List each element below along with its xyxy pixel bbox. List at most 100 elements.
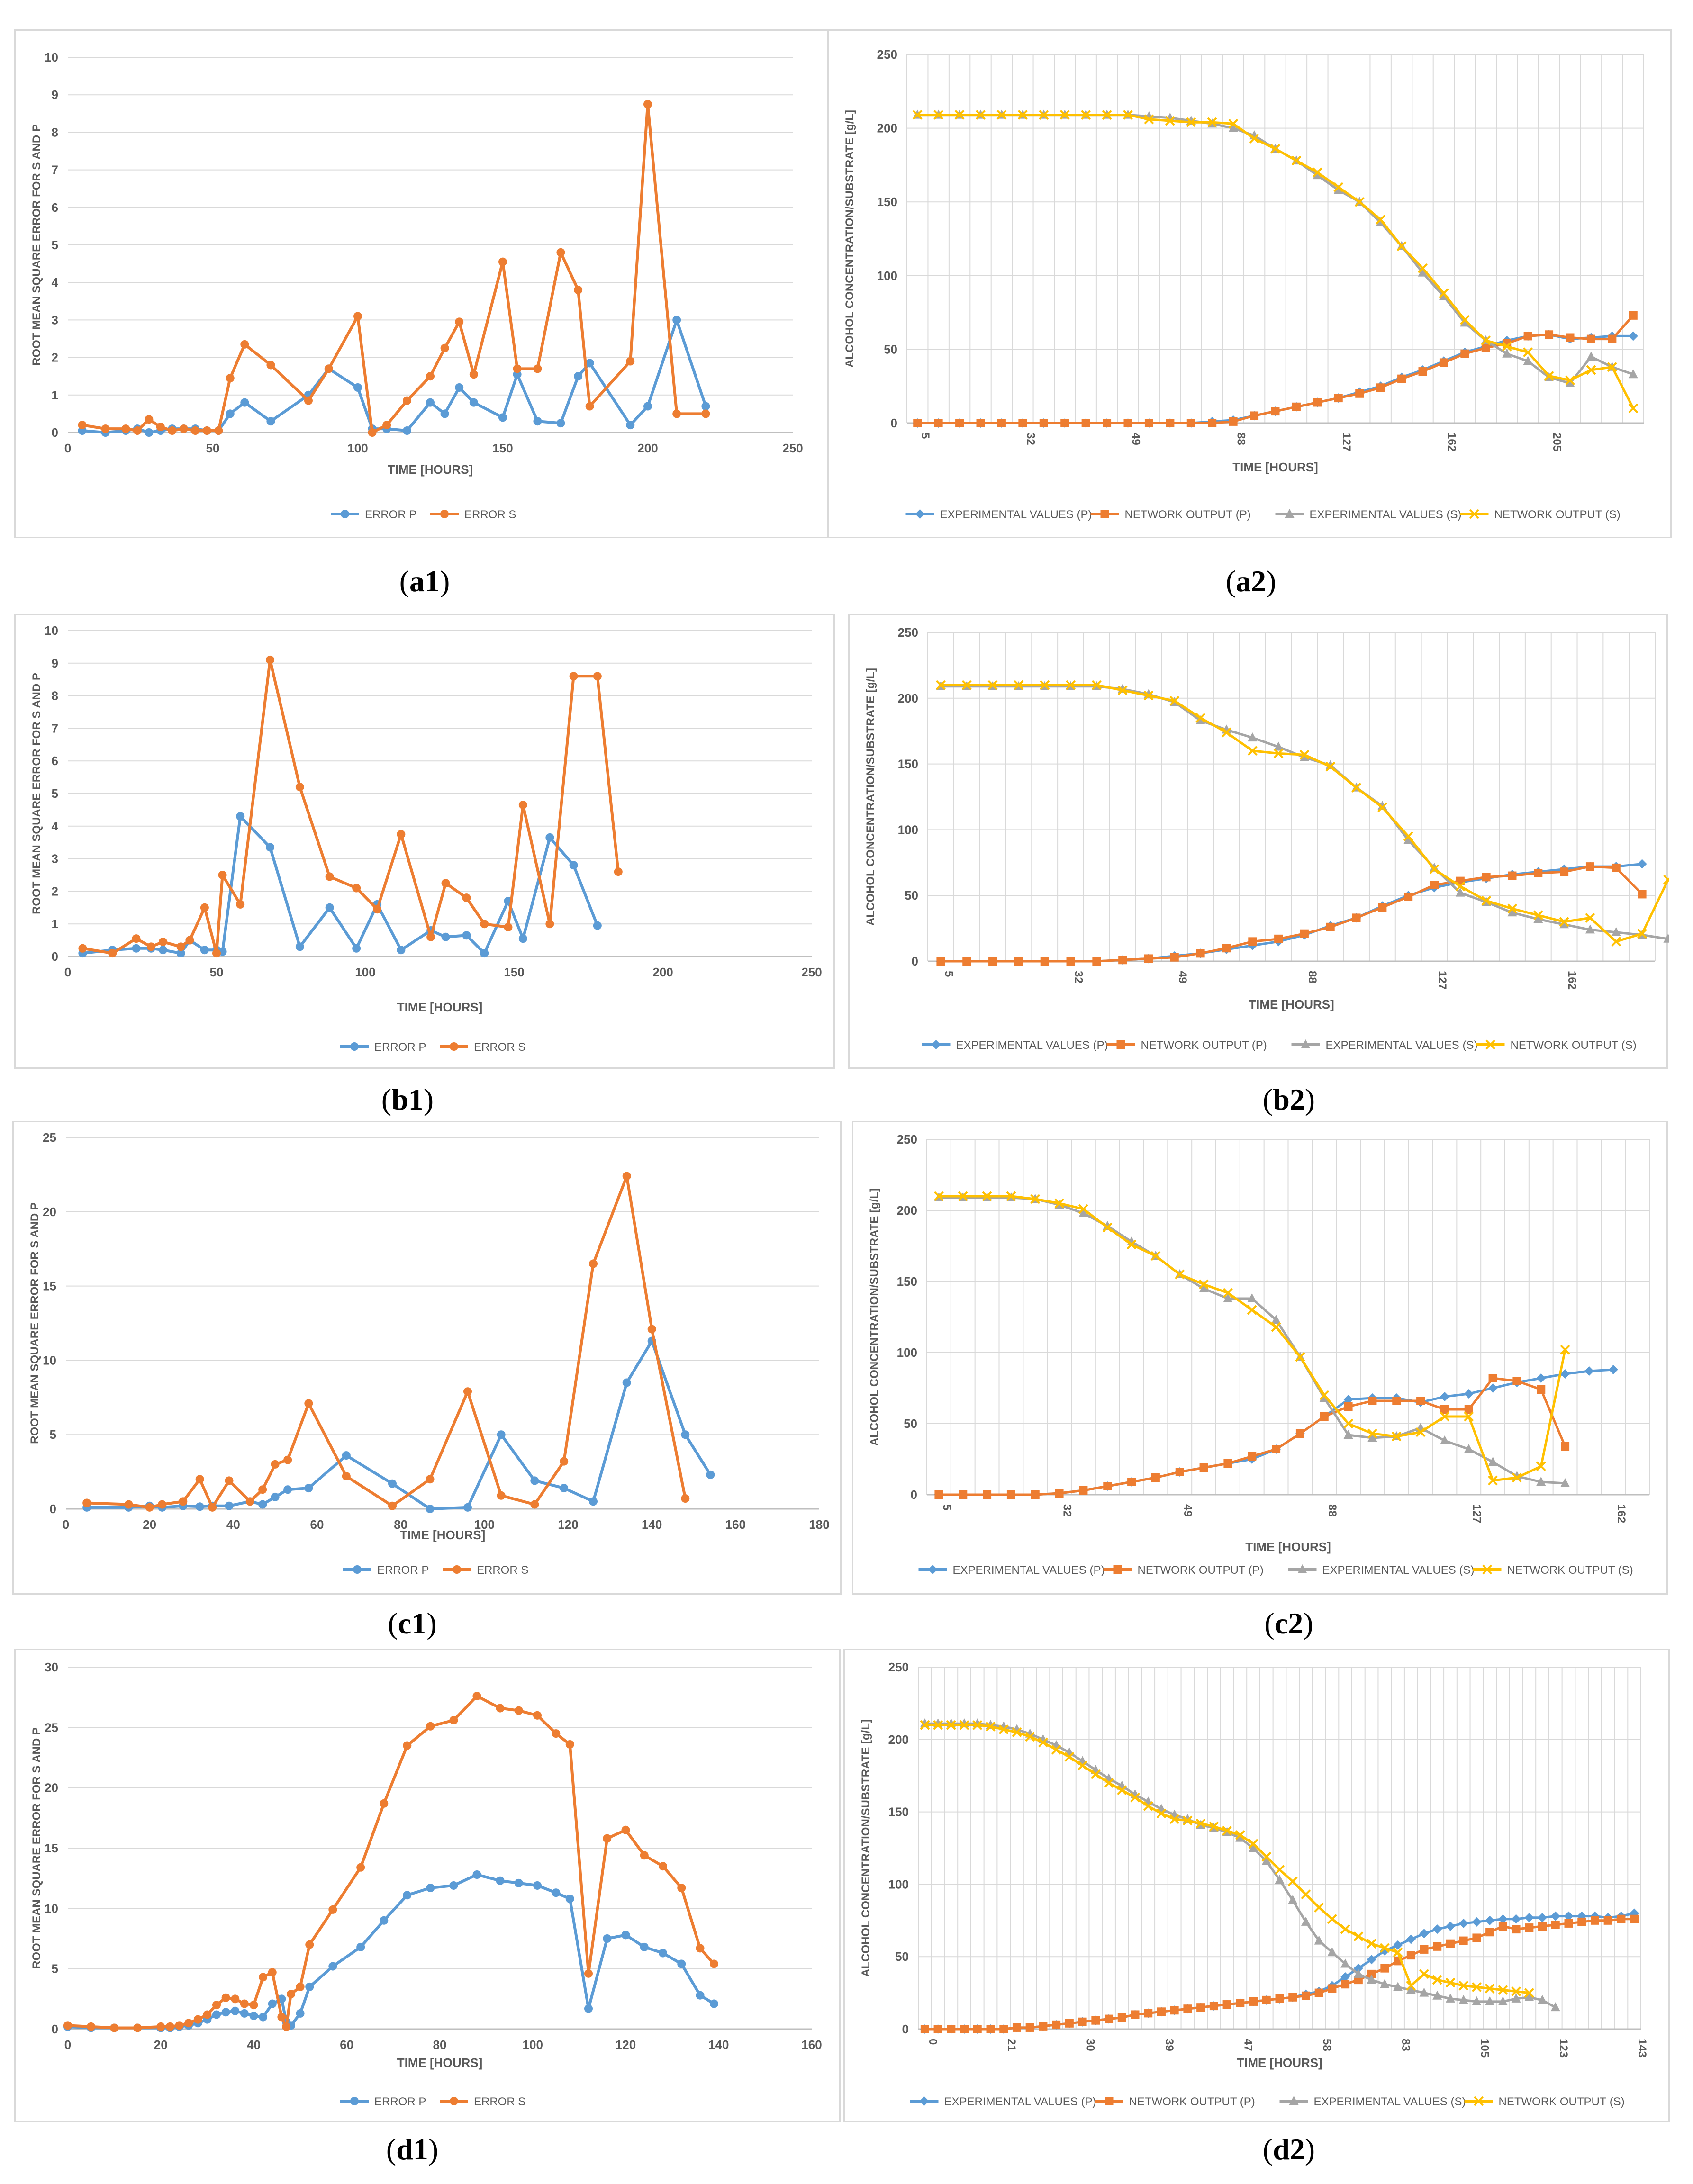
- data-point: [1508, 871, 1517, 880]
- data-point: [304, 1399, 313, 1408]
- data-point: [1502, 348, 1512, 358]
- y-tick-label: 0: [52, 425, 58, 440]
- y-axis-title: ALCOHOL CONCENTRATION/SUBSTRATE [g/L]: [864, 668, 877, 926]
- data-point: [1464, 1411, 1474, 1422]
- data-point: [961, 680, 972, 690]
- data-point: [268, 1999, 277, 2008]
- legend-label: ERROR S: [474, 1041, 525, 1054]
- data-point: [1353, 1963, 1363, 1973]
- series-line: [82, 658, 620, 955]
- legend-marker: [1289, 2096, 1299, 2105]
- caption-d1-close: ): [428, 2132, 439, 2166]
- legend-marker: [1485, 1039, 1495, 1050]
- data-point: [1078, 2017, 1087, 2026]
- data-point: [1367, 1433, 1377, 1442]
- data-point: [1186, 117, 1196, 127]
- legend-label: ERROR P: [374, 1041, 426, 1054]
- data-point: [1235, 1830, 1245, 1840]
- data-point: [1131, 2010, 1140, 2019]
- data-point: [240, 340, 249, 349]
- legend-marker: [919, 2096, 929, 2106]
- data-point: [1380, 1979, 1390, 1988]
- data-point: [681, 1494, 690, 1503]
- data-point: [593, 672, 602, 681]
- data-point: [1458, 1918, 1468, 1928]
- x-tick-label: 50: [206, 441, 220, 455]
- data-point: [455, 383, 464, 392]
- data-point: [1209, 1821, 1219, 1832]
- data-point: [221, 1993, 230, 2002]
- data-point: [504, 923, 513, 932]
- y-tick-label: 250: [877, 47, 897, 62]
- data-point: [1271, 1315, 1281, 1324]
- data-point: [101, 424, 110, 433]
- data-point: [1247, 746, 1258, 756]
- data-point: [1586, 334, 1595, 343]
- x-tick-label: 60: [310, 1517, 324, 1532]
- caption-d2-label: d2: [1273, 2132, 1305, 2166]
- data-point: [184, 2019, 193, 2028]
- data-point: [1081, 419, 1090, 427]
- data-point: [1199, 1283, 1209, 1292]
- data-point: [1511, 1986, 1521, 1996]
- data-point: [1419, 1987, 1429, 1997]
- data-point: [1248, 1452, 1257, 1461]
- legend-marker: [1285, 509, 1295, 518]
- data-point: [1017, 110, 1028, 120]
- data-point: [121, 424, 130, 433]
- y-tick-label: 250: [898, 625, 918, 640]
- data-point: [935, 680, 946, 690]
- data-point: [226, 409, 235, 418]
- y-tick-label: 50: [905, 888, 918, 902]
- data-point: [934, 419, 943, 427]
- data-point: [368, 428, 377, 437]
- data-point: [497, 1430, 506, 1439]
- data-point: [1353, 1968, 1363, 1978]
- legend-marker: [1297, 1564, 1307, 1573]
- data-point: [1498, 1996, 1508, 2005]
- legend-label: EXPERIMENTAL VALUES (S): [1310, 508, 1462, 521]
- data-point: [1326, 922, 1335, 931]
- data-point: [1287, 1876, 1298, 1886]
- legend-marker: [1474, 2096, 1484, 2106]
- data-point: [1406, 1934, 1416, 1944]
- data-point: [1175, 1269, 1185, 1280]
- data-point: [1223, 1293, 1233, 1302]
- data-point: [622, 1172, 631, 1181]
- data-point: [1144, 419, 1153, 427]
- data-point: [1637, 859, 1647, 869]
- data-point: [158, 1500, 167, 1509]
- y-tick-label: 25: [43, 1130, 56, 1145]
- data-point: [271, 1492, 280, 1501]
- x-tick-label: 49: [1176, 971, 1189, 984]
- data-point: [1271, 1322, 1281, 1332]
- x-tick-label: 127: [1470, 1504, 1483, 1523]
- y-tick-label: 10: [45, 50, 58, 64]
- data-point: [556, 419, 565, 428]
- data-point: [1223, 1288, 1233, 1298]
- data-point: [1560, 1369, 1570, 1379]
- data-point: [1123, 110, 1133, 120]
- y-tick-label: 150: [897, 1274, 917, 1289]
- data-point: [124, 1500, 133, 1509]
- data-point: [1432, 1990, 1442, 2000]
- data-point: [530, 1476, 539, 1485]
- data-point: [934, 1490, 943, 1499]
- data-point: [603, 1834, 612, 1843]
- data-point: [426, 398, 435, 407]
- data-point: [972, 1720, 983, 1730]
- y-tick-label: 200: [898, 691, 918, 705]
- data-point: [472, 1692, 481, 1701]
- data-point: [560, 1457, 569, 1466]
- data-point: [258, 1500, 267, 1509]
- caption-c1-label: c1: [398, 1606, 427, 1640]
- data-point: [1565, 378, 1575, 387]
- data-point: [709, 1999, 718, 2008]
- caption-b1-close: ): [423, 1083, 434, 1116]
- x-tick-label: 0: [64, 441, 71, 455]
- data-point: [1585, 924, 1595, 934]
- x-tick-label: 162: [1615, 1504, 1628, 1523]
- data-point: [1059, 110, 1070, 120]
- data-point: [1300, 929, 1309, 938]
- data-point: [1445, 1993, 1455, 2003]
